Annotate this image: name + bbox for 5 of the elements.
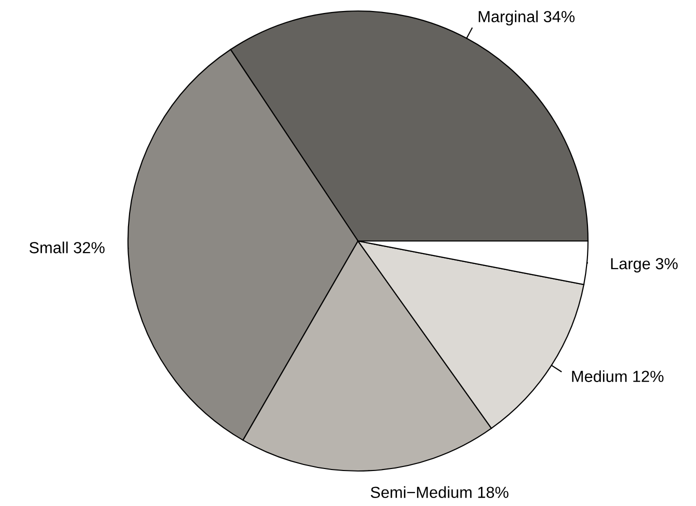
slice-label: Medium 12% [572, 370, 664, 382]
slice-label: Marginal 34% [478, 10, 575, 26]
slice-label: Small 32% [30, 242, 105, 254]
slice-label: Semi−Medium 18% [370, 486, 508, 498]
slice-label: Large 3% [611, 258, 678, 272]
